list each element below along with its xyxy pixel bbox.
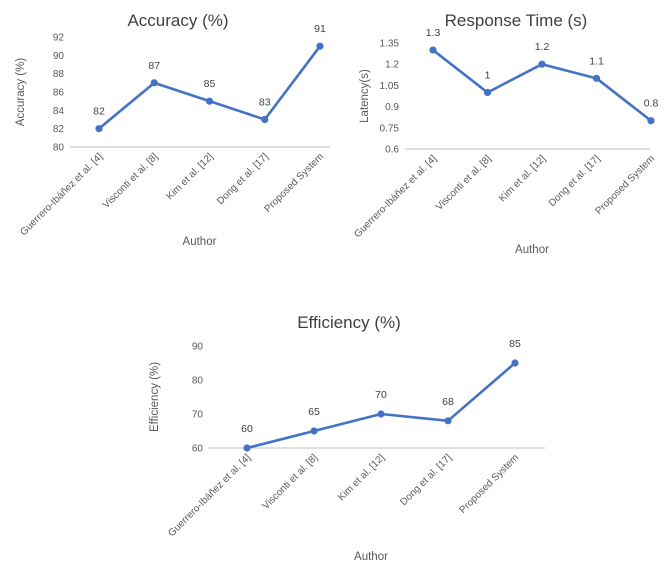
x-axis-title: Author [354,551,388,563]
x-tick-label: Guerrero-Ibáñez et al. [4] [166,452,253,539]
data-label: 70 [375,389,387,401]
y-tick-label: 1.2 [385,60,399,71]
data-point [592,74,601,82]
y-tick-label: 92 [53,33,65,44]
x-tick-label: Kim et al. [12] [497,153,548,204]
data-point [243,444,251,452]
chart-title: Accuracy (%) [127,11,228,30]
data-label: 1.1 [589,55,604,67]
x-tick-label: Dong et al. [17] [215,151,271,207]
data-label: 83 [259,97,271,109]
y-tick-label: 0.9 [385,102,399,113]
y-axis-title: Efficiency (%) [149,362,161,432]
efficiency-chart: Efficiency (%) 60 70 80 90 Guerrero-Ibáñez et… [149,313,545,563]
data-point [538,60,546,68]
y-tick-label: 80 [192,376,204,387]
x-tick-label: Proposed System [263,151,327,215]
chart-title: Efficiency (%) [297,313,401,332]
series-line [246,362,516,450]
y-tick-label: 0.75 [380,123,400,134]
data-point [647,117,655,125]
response-time-chart: Response Time (s) 0.6 0.75 0.9 1.05 1.2 1.35 Gu… [352,11,658,256]
data-point [316,42,324,50]
x-tick-label: Visconti et al. [8] [261,452,321,512]
data-label: 1.3 [426,27,441,39]
x-tick-label: Proposed System [458,452,522,516]
x-axis-title: Author [183,236,217,248]
y-tick-label: 88 [53,69,65,80]
y-tick-label: 86 [53,88,65,99]
data-point [310,427,318,435]
y-tick-label: 90 [53,51,65,62]
y-tick-label: 1.05 [380,81,400,92]
y-tick-label: 1.35 [380,39,400,50]
data-label: 85 [509,338,521,350]
data-point [511,359,519,367]
y-tick-label: 70 [192,410,204,421]
y-axis-title: Latency(s) [359,69,371,123]
x-tick-label: Kim et al. [12] [165,151,216,202]
x-tick-label: Visconti et al. [8] [434,153,494,213]
y-tick-label: 90 [192,342,204,353]
data-point [150,79,158,87]
y-tick-label: 82 [53,124,65,135]
data-label: 85 [204,78,216,90]
y-tick-label: 60 [192,444,204,455]
x-tick-label: Dong et al. [17] [398,452,454,508]
x-tick-label: Guerrero-Ibáñez et al. [4] [352,153,439,240]
x-tick-label: Kim et al. [12] [336,452,387,503]
data-point [483,88,492,97]
x-tick-label: Visconti et al. [8] [101,151,161,211]
x-axis-title: Author [515,244,549,256]
x-tick-label: Dong et al. [17] [547,153,603,209]
data-point [261,115,269,124]
y-tick-label: 0.6 [385,145,399,156]
data-label: 0.8 [644,98,659,110]
data-point [95,125,103,133]
data-label: 82 [93,106,105,118]
data-label: 65 [308,406,320,418]
y-tick-label: 84 [53,106,65,117]
accuracy-chart: Accuracy (%) 80 82 84 86 88 90 92 Guerrero-Ibáñe… [15,11,330,248]
data-label: 60 [241,423,253,435]
data-point [429,46,437,54]
data-label: 68 [442,396,454,408]
data-label: 91 [314,23,326,35]
data-point [377,410,385,418]
data-label: 1 [485,69,491,81]
y-tick-label: 80 [53,143,65,154]
data-point [444,417,452,425]
x-tick-label: Proposed System [594,153,658,217]
data-label: 87 [148,60,160,72]
x-tick-label: Guerrero-Ibáñez et al. [4] [18,151,105,238]
chart-title: Response Time (s) [445,11,588,30]
data-label: 1.2 [535,41,550,53]
data-point [205,97,214,105]
y-axis-title: Accuracy (%) [15,58,27,127]
